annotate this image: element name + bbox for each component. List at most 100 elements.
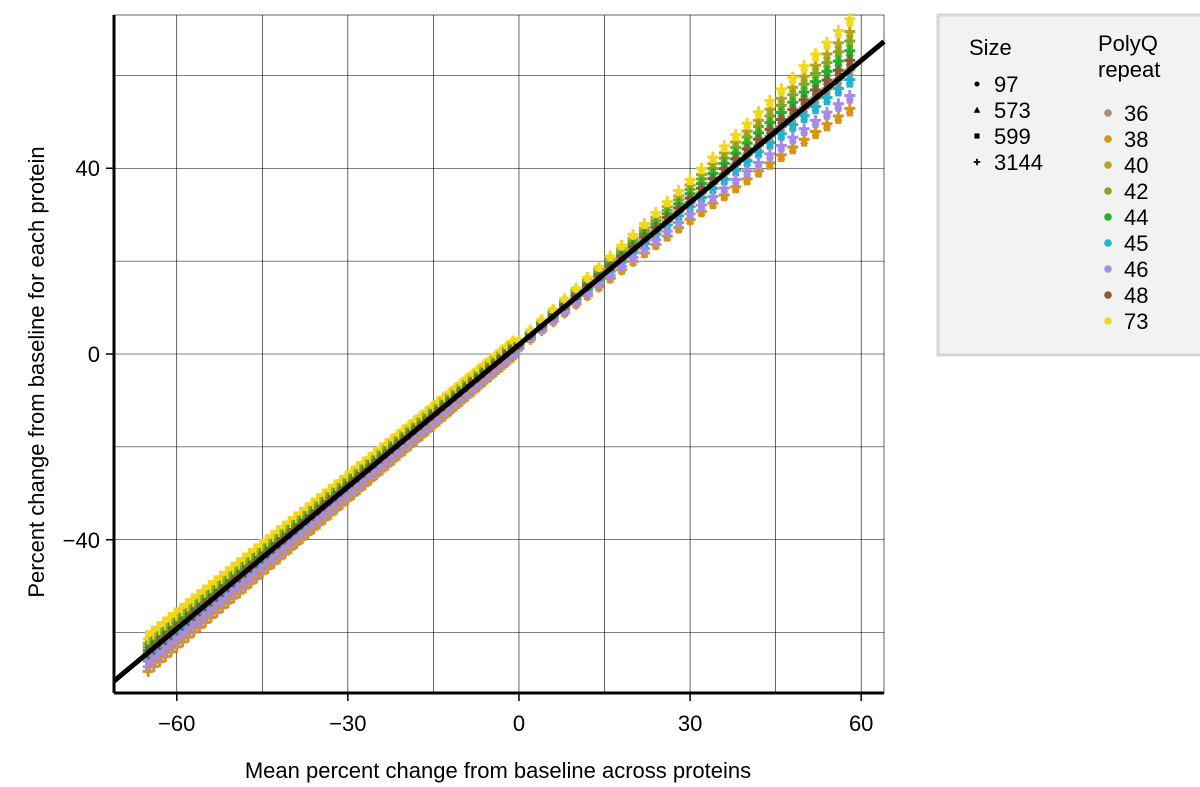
data-point <box>764 123 776 135</box>
legend-color-swatch-icon <box>1104 135 1112 143</box>
data-point <box>844 13 856 25</box>
data-point <box>798 123 810 135</box>
data-point <box>832 64 844 76</box>
x-axis-ticks: −60 −30 0 30 60 <box>158 693 873 736</box>
data-point <box>821 118 833 130</box>
legend-color-swatch-icon <box>1104 109 1112 117</box>
data-point <box>844 74 856 86</box>
data-point <box>787 131 799 143</box>
legend-marker-circle-icon <box>974 81 980 87</box>
legend-polyq-label: 45 <box>1124 231 1148 256</box>
data-point <box>753 156 765 168</box>
data-point <box>798 60 810 72</box>
legend-polyq-label: 42 <box>1124 179 1148 204</box>
data-point <box>753 106 765 118</box>
data-point <box>593 261 605 273</box>
data-point <box>775 83 787 95</box>
data-point <box>798 110 810 122</box>
data-point <box>810 84 822 96</box>
data-point <box>832 98 844 110</box>
data-point <box>695 199 707 211</box>
legend-size-label: 97 <box>994 72 1018 97</box>
legend-color-swatch-icon <box>1104 239 1112 247</box>
legend-polyq-label: 48 <box>1124 283 1148 308</box>
data-point <box>832 25 844 37</box>
data-point <box>638 243 650 255</box>
legend-polyq-label: 44 <box>1124 205 1148 230</box>
data-point <box>707 191 719 203</box>
legend-color-swatch-icon <box>1104 291 1112 299</box>
data-point <box>764 148 776 160</box>
data-point <box>684 208 696 220</box>
legend-marker-square-icon <box>974 133 980 139</box>
data-point <box>570 282 582 294</box>
legend-color-swatch-icon <box>1104 213 1112 221</box>
legend-size-label: 599 <box>994 124 1031 149</box>
x-tick-label: −30 <box>329 711 366 736</box>
data-point <box>616 239 628 251</box>
data-point <box>604 250 616 262</box>
reference-line <box>112 39 886 683</box>
data-point <box>673 216 685 228</box>
data-point <box>707 151 719 163</box>
y-tick-label: 0 <box>88 342 100 367</box>
data-point <box>775 139 787 151</box>
data-point <box>661 196 673 208</box>
y-axis-ticks: −40 0 40 <box>63 156 114 553</box>
data-point <box>844 35 856 47</box>
legend-marker-plus-icon <box>973 158 981 166</box>
data-point <box>650 207 662 219</box>
data-point <box>775 114 787 126</box>
legend-color-swatch-icon <box>1104 187 1112 195</box>
data-point <box>832 83 844 95</box>
data-point <box>650 234 662 246</box>
data-point <box>821 36 833 48</box>
data-point <box>741 165 753 177</box>
data-point <box>821 106 833 118</box>
x-tick-label: 30 <box>678 711 702 736</box>
data-point <box>821 74 833 86</box>
data-point <box>638 218 650 230</box>
y-axis-title: Percent change from baseline for each pr… <box>24 146 49 597</box>
legend-polyq-label: 46 <box>1124 257 1148 282</box>
legend-marker-triangle-icon <box>973 106 981 113</box>
y-tick-label: −40 <box>63 528 100 553</box>
legend-polyq-title-line1: PolyQ <box>1098 31 1158 56</box>
legend-color-swatch-icon <box>1104 161 1112 169</box>
data-point <box>559 293 571 305</box>
data-point <box>810 101 822 113</box>
data-point <box>810 114 822 126</box>
data-point <box>730 129 742 141</box>
legend-size-label: 573 <box>994 98 1031 123</box>
data-point <box>844 102 856 114</box>
y-tick-label: 40 <box>76 156 100 181</box>
legend-polyq-label: 73 <box>1124 309 1148 334</box>
data-point <box>844 45 856 57</box>
x-tick-label: 0 <box>513 711 525 736</box>
data-point <box>832 110 844 122</box>
data-point <box>684 173 696 185</box>
data-point <box>718 140 730 152</box>
data-point <box>764 94 776 106</box>
data-point <box>695 162 707 174</box>
data-point <box>661 225 673 237</box>
data-point <box>787 71 799 83</box>
data-point <box>627 252 639 264</box>
data-point <box>673 185 685 197</box>
legend-size-label: 3144 <box>994 150 1043 175</box>
data-point <box>730 173 742 185</box>
legend-box <box>936 13 1200 357</box>
legend-color-swatch-icon <box>1104 265 1112 273</box>
data-point <box>844 90 856 102</box>
data-point <box>798 94 810 106</box>
data-point <box>844 26 856 38</box>
data-point <box>787 119 799 131</box>
data-point <box>627 228 639 240</box>
data-point <box>810 48 822 60</box>
legend-polyq-label: 40 <box>1124 153 1148 178</box>
legend-polyq-title-line2: repeat <box>1098 57 1160 82</box>
